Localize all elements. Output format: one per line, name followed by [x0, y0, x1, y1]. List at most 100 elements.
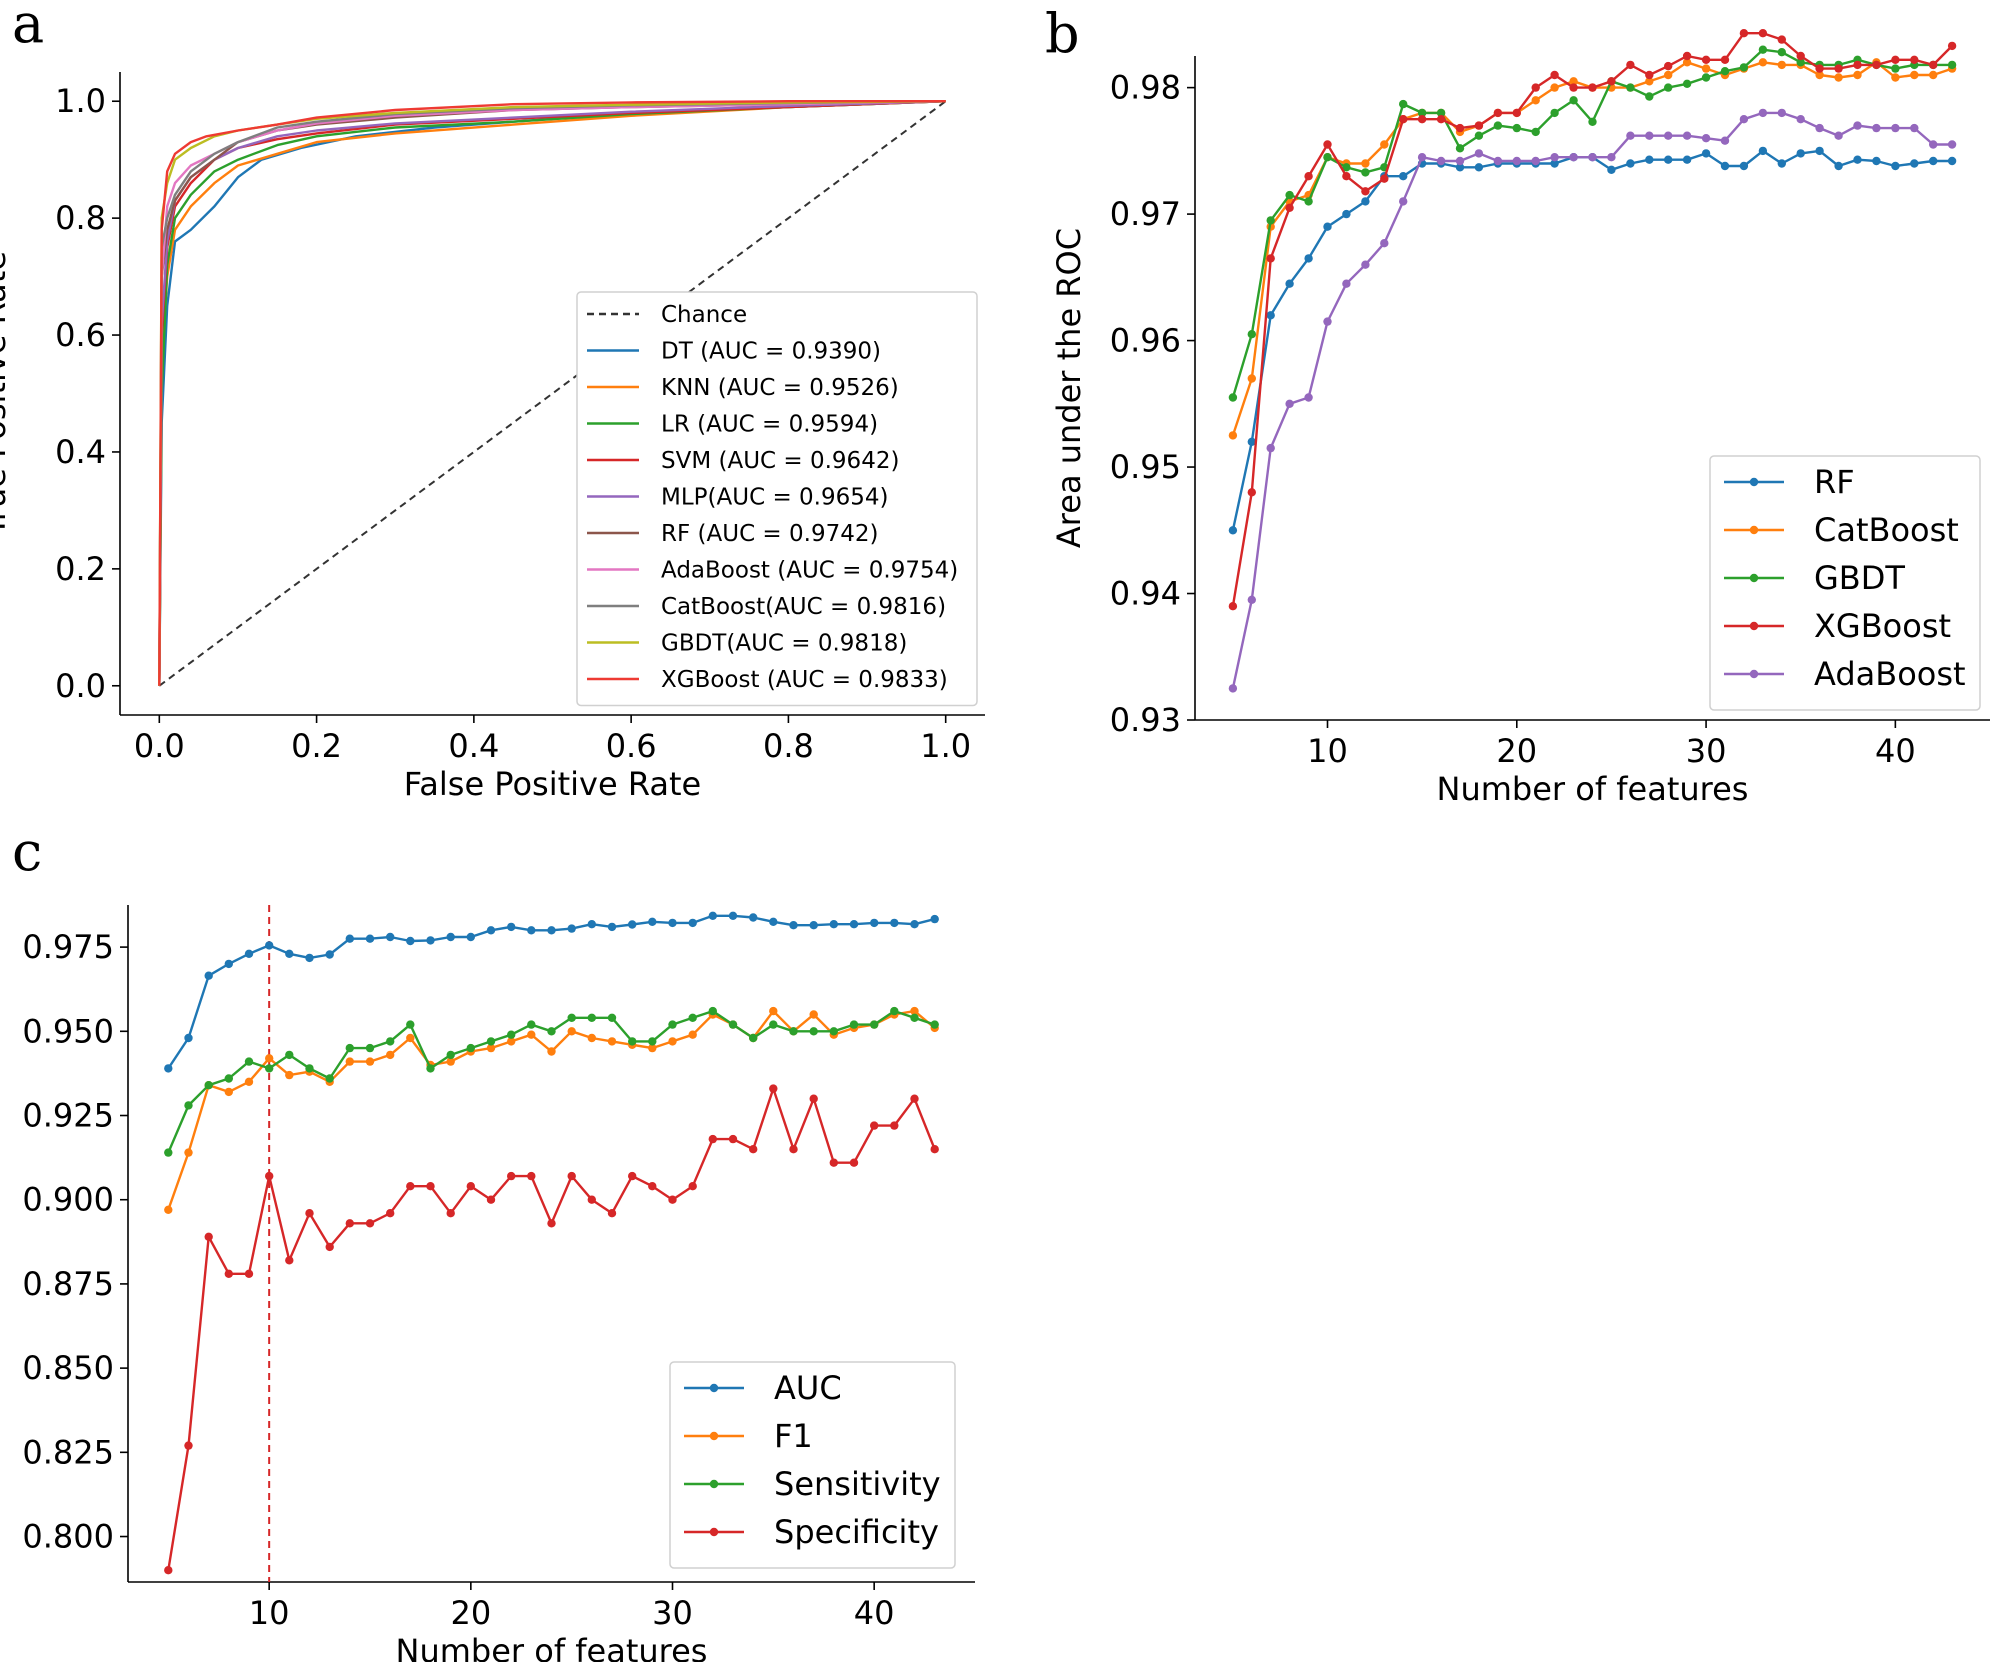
data-point: [1626, 159, 1635, 168]
data-point: [527, 1020, 536, 1029]
data-point: [1682, 51, 1692, 61]
data-point: [1247, 437, 1257, 446]
data-point: [789, 1145, 798, 1154]
data-point: [527, 1171, 536, 1181]
data-point: [1512, 123, 1522, 133]
data-point: [668, 1195, 677, 1204]
data-point: [1550, 159, 1559, 168]
data-point: [184, 1148, 193, 1157]
data-point: [1361, 197, 1370, 206]
data-point: [809, 1027, 818, 1036]
data-point: [1701, 64, 1711, 73]
x-tick-label: 40: [854, 1594, 895, 1632]
series-line: [1231, 48, 1953, 398]
data-point: [1361, 187, 1370, 196]
data-point: [1853, 155, 1862, 164]
data-point: [1531, 83, 1540, 92]
data-point: [1493, 156, 1503, 166]
data-point: [1323, 140, 1332, 149]
data-point: [345, 1043, 354, 1053]
data-point: [1872, 123, 1881, 133]
data-point: [1399, 172, 1408, 181]
data-point: [305, 953, 314, 963]
data-point: [708, 1006, 717, 1016]
data-point: [466, 1182, 475, 1191]
data-point: [890, 918, 899, 928]
data-point: [1436, 115, 1446, 124]
data-point: [1512, 108, 1522, 118]
data-point: [688, 1030, 697, 1039]
data-point: [1929, 156, 1938, 166]
data-point: [1247, 330, 1257, 339]
data-point: [688, 918, 697, 928]
data-point: [1664, 155, 1673, 164]
data-point: [1607, 77, 1616, 86]
data-point: [587, 920, 596, 929]
data-point: [527, 1030, 536, 1039]
series-gbdt: [1228, 45, 1957, 402]
data-point: [1834, 64, 1843, 73]
y-tick-label: 0.950: [22, 1012, 114, 1050]
data-point: [244, 1269, 254, 1279]
data-point: [910, 1013, 919, 1022]
legend-b: RF CatBoost GBDT XGBoost AdaBoost: [1709, 455, 1981, 711]
legend-marker: [709, 1527, 719, 1537]
x-tick-label: 0.4: [448, 727, 499, 765]
data-point: [769, 1020, 778, 1029]
data-point: [386, 1050, 395, 1060]
legend-entry: XGBoost: [1814, 607, 1951, 645]
legend-marker: [1749, 621, 1759, 631]
data-point: [749, 1033, 758, 1043]
data-point: [1701, 55, 1711, 64]
data-point: [587, 1013, 596, 1022]
data-point: [587, 1033, 596, 1043]
data-point: [486, 926, 496, 935]
data-point: [688, 1013, 697, 1022]
data-point: [1910, 123, 1919, 133]
data-point: [849, 1158, 859, 1167]
legend-marker: [1749, 525, 1759, 535]
data-point: [1947, 41, 1957, 51]
data-point: [809, 921, 818, 930]
data-point: [1455, 123, 1465, 133]
data-point: [890, 1121, 899, 1130]
data-point: [870, 1020, 879, 1029]
data-point: [325, 1074, 334, 1083]
data-point: [1493, 108, 1503, 118]
x-tick-label: 20: [1496, 732, 1537, 770]
data-point: [1512, 156, 1522, 166]
data-point: [365, 1057, 375, 1066]
data-point: [1399, 197, 1408, 206]
data-point: [567, 1013, 576, 1022]
y-tick-label: 0.800: [22, 1518, 114, 1556]
y-tick-label: 0.900: [22, 1181, 114, 1219]
data-point: [930, 914, 939, 924]
data-point: [1342, 279, 1351, 288]
data-point: [1720, 161, 1730, 171]
data-point: [1323, 222, 1332, 231]
x-tick-label: 10: [1307, 732, 1348, 770]
data-point: [345, 1219, 354, 1228]
data-point: [527, 926, 536, 935]
data-point: [325, 1242, 334, 1252]
data-point: [1228, 431, 1238, 440]
data-point: [486, 1043, 496, 1053]
legend-marker: [709, 1431, 719, 1441]
data-point: [164, 1205, 173, 1215]
data-point: [1739, 115, 1749, 124]
chance-line: [158, 100, 947, 687]
data-point: [285, 949, 294, 958]
data-point: [507, 1171, 516, 1181]
data-point: [547, 1027, 556, 1036]
data-point: [507, 922, 516, 932]
data-point: [1361, 260, 1370, 269]
data-point: [1285, 190, 1294, 200]
data-point: [1436, 156, 1446, 166]
y-tick-label: 0.850: [22, 1349, 114, 1387]
legend-entry: AdaBoost: [1814, 655, 1966, 693]
data-point: [1796, 149, 1805, 158]
data-point: [446, 1057, 455, 1066]
legend-entry: CatBoost(AUC = 0.9816): [661, 594, 946, 620]
data-point: [547, 1047, 556, 1056]
data-point: [507, 1037, 516, 1046]
